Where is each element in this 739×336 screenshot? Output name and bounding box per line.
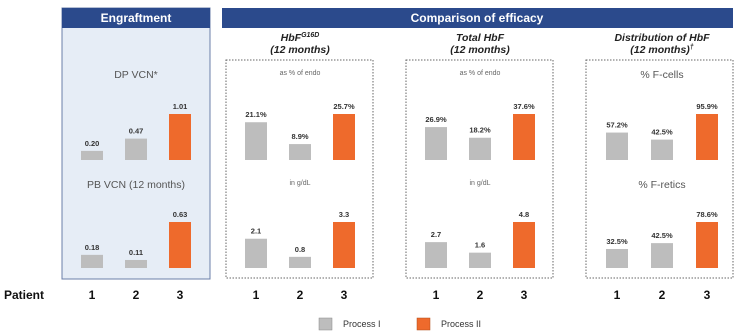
- pb-vcn-label: PB VCN (12 months): [87, 179, 185, 191]
- bar-value-label: 37.6%: [513, 102, 535, 111]
- bar-value-label: 8.9%: [291, 132, 308, 141]
- bar-value-label: 32.5%: [606, 237, 628, 246]
- hbf-g16d-gdl-label: in g/dL: [289, 180, 310, 187]
- bar-value-label: 42.5%: [651, 128, 673, 137]
- hbf-g16d-panel: [225, 59, 374, 279]
- engraftment-header: [62, 8, 210, 28]
- legend-swatch-process-1: [318, 317, 333, 331]
- hbf-g16d-title-superscript: G16D: [301, 32, 319, 39]
- total-hbf-gdl-label: in g/dL: [469, 180, 490, 187]
- total-hbf-endo-label: as % of endo: [460, 70, 501, 77]
- bar-hbf_g16d-top-patient-2: [289, 144, 311, 160]
- patient-tick-label: 2: [297, 288, 304, 302]
- patient-tick-label: 1: [253, 288, 260, 302]
- patient-tick-label: 1: [614, 288, 621, 302]
- patient-tick-labels: 1 2 3 1 2 3 1 2 3 1 2 3: [89, 288, 711, 302]
- patient-tick-label: 3: [521, 288, 528, 302]
- bar-total_hbf-bottom-patient-1: [425, 242, 447, 268]
- bar-value-label: 1.6: [475, 241, 485, 250]
- bar-engraftment-bottom-patient-2: [125, 259, 147, 268]
- bar-value-label: 18.2%: [469, 126, 491, 135]
- bar-value-label: 25.7%: [333, 102, 355, 111]
- bar-value-label: 0.63: [173, 210, 188, 219]
- bar-total_hbf-bottom-patient-3: [513, 222, 535, 268]
- bar-hbf_g16d-bottom-patient-2: [289, 256, 311, 268]
- legend-swatch-process-2: [416, 317, 431, 331]
- distribution-panel: [585, 59, 734, 279]
- bar-value-label: 95.9%: [696, 102, 718, 111]
- bar-hbf_g16d-bottom-patient-1: [245, 238, 267, 268]
- distribution-dagger: †: [690, 44, 694, 51]
- bar-value-label: 0.47: [129, 127, 144, 136]
- bar-total_hbf-top-patient-3: [513, 114, 535, 160]
- bar-hbf_g16d-top-patient-1: [245, 122, 267, 160]
- bar-value-label: 57.2%: [606, 121, 628, 130]
- hbf-g16d-subtitle: (12 months): [270, 44, 330, 56]
- bar-engraftment-bottom-patient-3: [169, 222, 191, 268]
- legend-label-process-2: Process II: [441, 319, 481, 329]
- bar-value-label: 0.20: [85, 139, 100, 148]
- bar-engraftment-top-patient-2: [125, 138, 147, 160]
- patient-axis-title: Patient: [4, 288, 44, 302]
- bar-value-label: 3.3: [339, 210, 349, 219]
- bar-distribution-bottom-patient-1: [606, 248, 628, 268]
- f-cells-label: % F-cells: [640, 69, 683, 81]
- distribution-title: Distribution of HbF: [614, 32, 710, 44]
- distribution-subtitle: (12 months)†: [630, 44, 694, 56]
- total-hbf-subtitle: (12 months): [450, 44, 510, 56]
- bar-hbf_g16d-top-patient-3: [333, 114, 355, 160]
- hbf-g16d-title-main: HbF: [281, 32, 302, 44]
- bar-value-label: 42.5%: [651, 231, 673, 240]
- bar-value-label: 2.7: [431, 230, 441, 239]
- bar-value-label: 78.6%: [696, 210, 718, 219]
- patient-tick-label: 2: [659, 288, 666, 302]
- f-retics-label: % F-retics: [638, 179, 685, 191]
- bar-value-label: 2.1: [251, 227, 261, 236]
- bar-total_hbf-top-patient-2: [469, 137, 491, 160]
- bar-distribution-top-patient-3: [696, 114, 718, 160]
- bar-engraftment-top-patient-3: [169, 114, 191, 160]
- patient-tick-label: 3: [177, 288, 184, 302]
- patient-tick-label: 3: [704, 288, 711, 302]
- bar-value-label: 4.8: [519, 210, 529, 219]
- bar-groups: 0.20 0.47 1.01 0.18 0.11 0.63 21.1% 8.9% 25.7% 2.…: [81, 102, 718, 268]
- bar-value-label: 0.8: [295, 245, 305, 254]
- bar-total_hbf-bottom-patient-2: [469, 252, 491, 268]
- bar-distribution-bottom-patient-3: [696, 222, 718, 268]
- comparison-title: Comparison of efficacy: [411, 11, 544, 25]
- comparison-header: [222, 8, 733, 28]
- bar-value-label: 26.9%: [425, 115, 447, 124]
- patient-tick-label: 2: [133, 288, 140, 302]
- bar-distribution-top-patient-1: [606, 132, 628, 160]
- patient-tick-label: 3: [341, 288, 348, 302]
- bar-hbf_g16d-bottom-patient-3: [333, 222, 355, 268]
- dp-vcn-label: DP VCN*: [114, 69, 158, 81]
- bar-engraftment-bottom-patient-1: [81, 254, 103, 268]
- bar-total_hbf-top-patient-1: [425, 127, 447, 160]
- bar-value-label: 1.01: [173, 102, 188, 111]
- hbf-g16d-endo-label: as % of endo: [280, 70, 321, 77]
- hbf-g16d-title: HbFG16D: [281, 32, 320, 44]
- bar-value-label: 0.11: [129, 248, 143, 257]
- legend-label-process-1: Process I: [343, 319, 381, 329]
- patient-tick-label: 1: [433, 288, 440, 302]
- patient-tick-label: 1: [89, 288, 96, 302]
- bar-distribution-bottom-patient-2: [651, 243, 673, 268]
- distribution-subtitle-text: (12 months): [630, 44, 690, 56]
- engraftment-title: Engraftment: [101, 11, 172, 25]
- patient-tick-label: 2: [477, 288, 484, 302]
- bar-value-label: 21.1%: [245, 110, 267, 119]
- bar-distribution-top-patient-2: [651, 139, 673, 160]
- bar-engraftment-top-patient-1: [81, 150, 103, 160]
- bar-value-label: 0.18: [85, 243, 100, 252]
- total-hbf-title: Total HbF: [456, 32, 505, 44]
- total-hbf-panel: [405, 59, 554, 279]
